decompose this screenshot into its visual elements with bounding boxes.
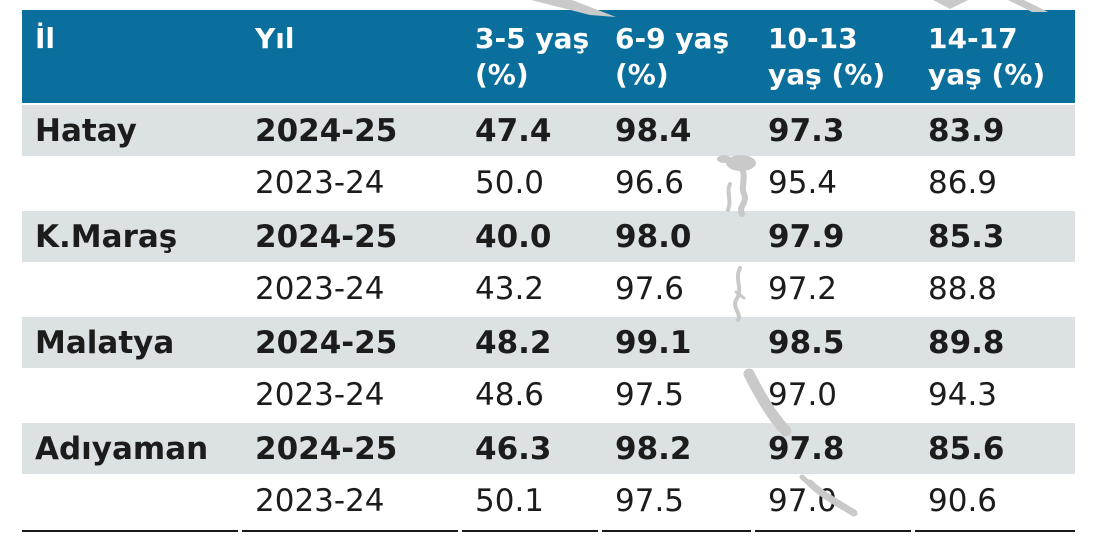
cell-14-17: 88.8 [928,270,998,307]
cell-yil: 2024-25 [255,218,398,255]
data-table: İl Yıl 3-5 yaş (%) 6-9 yaş (%) 10-13 yaş (%… [22,10,1075,532]
cell-6-9: 97.6 [615,270,685,307]
cell-3-5: 48.6 [475,376,545,413]
column-header-label: 10-13 [768,22,858,55]
table-row: 2023-24 50.0 96.6 95.4 86.9 [22,156,1075,209]
table-row: 2023-24 43.2 97.6 97.2 88.8 [22,262,1075,315]
cell-3-5: 46.3 [475,430,552,467]
cell-3-5: 50.0 [475,164,545,201]
table-header-row: İl Yıl 3-5 yaş (%) 6-9 yaş (%) 10-13 yaş (%… [22,10,1075,103]
cell-il: Malatya [35,324,175,361]
cell-yil: 2023-24 [255,164,385,201]
cell-3-5: 40.0 [475,218,552,255]
table-row: 2023-24 50.1 97.5 97.0 90.6 [22,474,1075,527]
cell-6-9: 98.0 [615,218,692,255]
cell-3-5: 50.1 [475,482,545,519]
cell-10-13: 97.2 [768,270,838,307]
cell-6-9: 98.4 [615,112,692,149]
cell-10-13: 97.0 [768,376,838,413]
cell-il: Hatay [35,112,137,149]
table-row: K.Maraş 2024-25 40.0 98.0 97.9 85.3 [22,209,1075,262]
column-header-label: 6-9 yaş [615,22,730,55]
cell-14-17: 85.3 [928,218,1005,255]
table-bottom-rule [22,530,1075,532]
cell-14-17: 85.6 [928,430,1005,467]
table-row: Hatay 2024-25 47.4 98.4 97.3 83.9 [22,103,1075,156]
table-row: Malatya 2024-25 48.2 99.1 98.5 89.8 [22,315,1075,368]
cell-6-9: 98.2 [615,430,692,467]
table-row: 2023-24 48.6 97.5 97.0 94.3 [22,368,1075,421]
column-header-10-13-yas: 10-13 yaş (%) [768,22,886,91]
cell-3-5: 47.4 [475,112,552,149]
column-header-14-17-yas: 14-17 yaş (%) [928,22,1046,91]
cell-10-13: 98.5 [768,324,845,361]
column-header-3-5-yas: 3-5 yaş (%) [475,22,590,91]
column-header-6-9-yas: 6-9 yaş (%) [615,22,730,91]
column-header-label: Yıl [255,22,295,55]
cell-yil: 2023-24 [255,270,385,307]
cell-yil: 2023-24 [255,482,385,519]
cell-10-13: 97.0 [768,482,838,519]
cell-6-9: 97.5 [615,482,685,519]
cell-14-17: 89.8 [928,324,1005,361]
column-header-il: İl [22,10,242,103]
cell-6-9: 99.1 [615,324,692,361]
table-row: Adıyaman 2024-25 46.3 98.2 97.8 85.6 [22,421,1075,474]
column-header-yil: Yıl [242,10,462,103]
cell-3-5: 48.2 [475,324,552,361]
cell-14-17: 90.6 [928,482,998,519]
column-header-label: İl [35,22,56,55]
cell-3-5: 43.2 [475,270,545,307]
cell-6-9: 97.5 [615,376,685,413]
column-header-label: 14-17 [928,22,1018,55]
cell-10-13: 95.4 [768,164,838,201]
cell-10-13: 97.3 [768,112,845,149]
cell-14-17: 83.9 [928,112,1005,149]
cell-6-9: 96.6 [615,164,685,201]
cell-il: Adıyaman [35,430,209,467]
cell-14-17: 94.3 [928,376,998,413]
tear-artifact [933,0,968,9]
cell-10-13: 97.8 [768,430,845,467]
column-header-label: 3-5 yaş [475,22,590,55]
cell-yil: 2024-25 [255,112,398,149]
cell-yil: 2024-25 [255,430,398,467]
cell-yil: 2024-25 [255,324,398,361]
cell-il: K.Maraş [35,218,178,255]
cell-14-17: 86.9 [928,164,998,201]
cell-10-13: 97.9 [768,218,845,255]
cell-yil: 2023-24 [255,376,385,413]
